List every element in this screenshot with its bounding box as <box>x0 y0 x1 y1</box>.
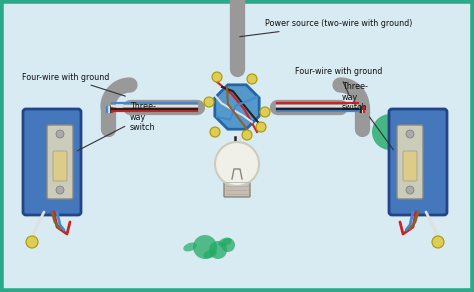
FancyBboxPatch shape <box>389 109 447 215</box>
Circle shape <box>210 127 220 137</box>
Polygon shape <box>215 85 259 129</box>
Circle shape <box>396 125 420 149</box>
Circle shape <box>56 130 64 138</box>
Text: Power source (two-wire with ground): Power source (two-wire with ground) <box>240 20 412 37</box>
Circle shape <box>56 186 64 194</box>
Ellipse shape <box>183 243 197 251</box>
Text: Four-wire with ground: Four-wire with ground <box>295 67 383 95</box>
FancyBboxPatch shape <box>403 151 417 181</box>
FancyBboxPatch shape <box>47 125 73 199</box>
Circle shape <box>432 236 444 248</box>
FancyBboxPatch shape <box>53 151 67 181</box>
Text: Three-
way
switch: Three- way switch <box>342 82 393 150</box>
Circle shape <box>204 97 214 107</box>
Circle shape <box>247 74 257 84</box>
Ellipse shape <box>219 238 232 246</box>
Text: Four-wire with ground: Four-wire with ground <box>22 72 125 96</box>
Ellipse shape <box>203 250 217 258</box>
FancyBboxPatch shape <box>23 109 81 215</box>
Circle shape <box>193 235 217 259</box>
Circle shape <box>260 107 270 117</box>
Circle shape <box>407 119 423 135</box>
Circle shape <box>215 142 259 186</box>
Circle shape <box>372 114 408 150</box>
Circle shape <box>406 186 414 194</box>
Text: Three-
way
switch: Three- way switch <box>77 102 156 151</box>
Circle shape <box>406 130 414 138</box>
Circle shape <box>256 122 266 132</box>
Circle shape <box>212 72 222 82</box>
Circle shape <box>26 236 38 248</box>
Circle shape <box>242 130 252 140</box>
Circle shape <box>209 241 227 259</box>
FancyBboxPatch shape <box>397 125 423 199</box>
Circle shape <box>221 238 235 252</box>
FancyBboxPatch shape <box>224 177 250 197</box>
